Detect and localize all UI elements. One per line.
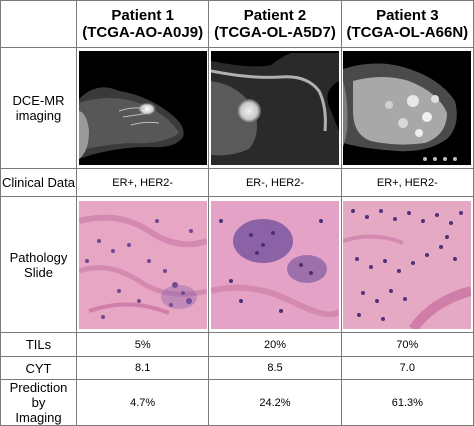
- patient-3-name: Patient 3: [376, 7, 439, 24]
- histology-cell-2: [208, 196, 342, 333]
- cyt-value-3: 7.0: [340, 356, 474, 380]
- dce-label-line-1: DCE-MR: [12, 93, 65, 108]
- clinical-value-3: ER+, HER2-: [340, 168, 474, 197]
- cyt-label: CYT: [0, 356, 77, 380]
- dce-label: DCE-MR imaging: [0, 47, 77, 169]
- tils-value-2: 20%: [208, 332, 342, 357]
- pathology-label-line-1: Pathology: [9, 249, 68, 265]
- patient-3-header: Patient 3 (TCGA-OL-A66N): [340, 0, 474, 48]
- tils-label: TILs: [0, 332, 77, 357]
- mri-image-1: [78, 51, 207, 165]
- prediction-label-line-2: Imaging: [15, 410, 62, 425]
- prediction-row: Prediction by Imaging 4.7% 24.2% 61.3%: [0, 379, 474, 426]
- pathology-row: Pathology Slide: [0, 196, 474, 333]
- pathology-label-line-2: Slide: [24, 264, 53, 280]
- tils-row: TILs 5% 20% 70%: [0, 332, 474, 357]
- dce-label-line-2: imaging: [15, 108, 62, 123]
- clinical-row: Clinical Data ER+, HER2- ER-, HER2- ER+,…: [0, 168, 474, 197]
- tils-value-3: 70%: [340, 332, 474, 357]
- histology-cell-3: [340, 196, 474, 333]
- cyt-row: CYT 8.1 8.5 7.0: [0, 356, 474, 380]
- clinical-label: Clinical Data: [0, 168, 77, 197]
- mri-cell-3: [340, 47, 474, 169]
- tils-value-1: 5%: [75, 332, 210, 357]
- prediction-value-3: 61.3%: [340, 379, 474, 426]
- patient-1-name: Patient 1: [111, 7, 174, 24]
- pathology-label: Pathology Slide: [0, 196, 77, 333]
- mri-image-3: [343, 51, 472, 165]
- dce-row: DCE-MR imaging: [0, 47, 474, 169]
- prediction-value-1: 4.7%: [75, 379, 210, 426]
- patient-1-header: Patient 1 (TCGA-AO-A0J9): [75, 0, 210, 48]
- histology-cell-1: [75, 196, 210, 333]
- patient-2-name: Patient 2: [243, 7, 307, 24]
- prediction-label-line-1: Prediction by: [9, 380, 68, 411]
- patient-1-id: (TCGA-AO-A0J9): [82, 24, 204, 41]
- prediction-label: Prediction by Imaging: [0, 379, 77, 426]
- clinical-value-2: ER-, HER2-: [208, 168, 342, 197]
- cyt-value-1: 8.1: [75, 356, 210, 380]
- patient-2-id: (TCGA-OL-A5D7): [214, 24, 336, 41]
- corner-cell: [0, 0, 77, 48]
- cyt-value-2: 8.5: [208, 356, 342, 380]
- mri-image-2: [210, 51, 339, 165]
- clinical-value-1: ER+, HER2-: [75, 168, 210, 197]
- histology-image-2: [210, 200, 339, 329]
- patient-3-id: (TCGA-OL-A66N): [346, 24, 469, 41]
- mri-cell-1: [75, 47, 210, 169]
- patient-2-header: Patient 2 (TCGA-OL-A5D7): [208, 0, 342, 48]
- header-row: Patient 1 (TCGA-AO-A0J9) Patient 2 (TCGA…: [0, 0, 474, 48]
- histology-image-1: [78, 200, 207, 329]
- histology-image-3: [343, 200, 472, 329]
- prediction-value-2: 24.2%: [208, 379, 342, 426]
- mri-cell-2: [208, 47, 342, 169]
